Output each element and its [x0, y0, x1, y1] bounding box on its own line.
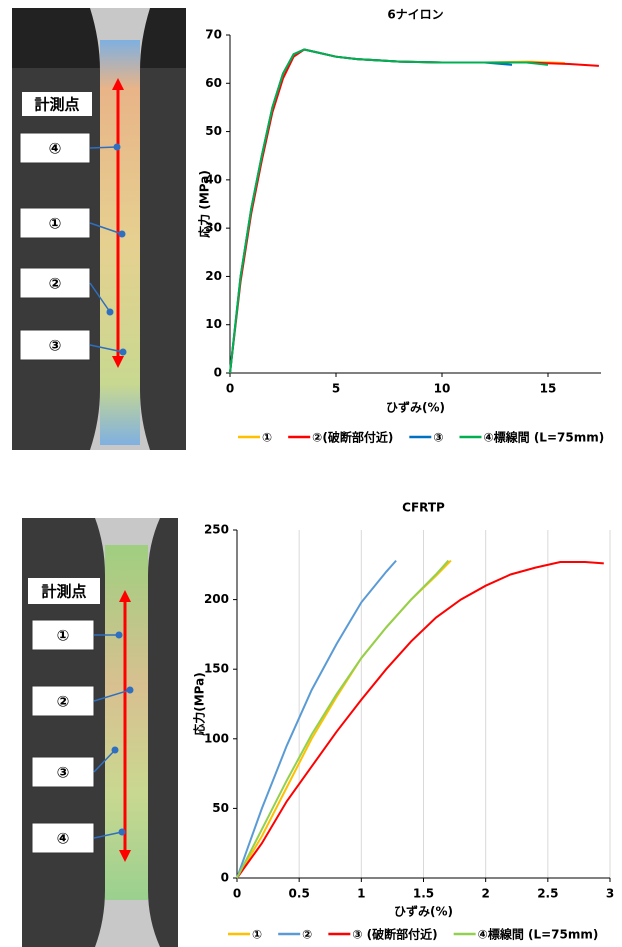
marker-label: ②: [57, 693, 70, 711]
x-tick-label: 1: [357, 887, 365, 901]
x-axis-label: ひずみ(%): [386, 400, 445, 415]
y-tick-label: 50: [212, 801, 229, 815]
y-axis-label: 応力(MPa): [192, 672, 207, 735]
page: 計測点④①②③計測点①②③④6ナイロン010203040506070051015…: [0, 0, 622, 947]
x-tick-label: 5: [332, 382, 340, 396]
x-axis-label: ひずみ(%): [394, 904, 453, 919]
legend-label: ②(破断部付近): [312, 430, 393, 445]
marker-label: ④: [57, 830, 70, 848]
legend-label: ③: [433, 431, 443, 445]
y-tick-label: 150: [204, 662, 229, 676]
y-tick-label: 0: [214, 366, 222, 380]
y-axis-label: 応力 (MPa): [197, 170, 212, 238]
marker-label: ③: [49, 337, 62, 355]
legend-label: ④標線間 (L=75mm): [478, 927, 599, 942]
measure-heading: 計測点: [34, 96, 79, 114]
legend-label: ②: [302, 928, 312, 942]
y-tick-label: 50: [205, 124, 222, 138]
marker-label: ①: [57, 627, 70, 645]
x-tick-label: 0: [226, 382, 234, 396]
chart-title: CFRTP: [402, 501, 445, 515]
legend-label: ①: [252, 928, 262, 942]
y-tick-label: 250: [204, 523, 229, 537]
series-line: [237, 562, 604, 878]
measure-heading: 計測点: [41, 583, 86, 601]
y-tick-label: 10: [205, 317, 222, 331]
x-tick-label: 1.5: [413, 887, 434, 901]
x-tick-label: 0.5: [289, 887, 310, 901]
y-tick-label: 100: [204, 731, 229, 745]
series-line: [230, 50, 512, 374]
legend-label: ③ (破断部付近): [352, 927, 437, 942]
marker-dot: [119, 231, 126, 238]
marker-leader: [90, 147, 117, 148]
y-tick-label: 0: [221, 871, 229, 885]
legend-label: ④標線間 (L=75mm): [483, 430, 604, 445]
x-tick-label: 3: [606, 887, 614, 901]
marker-dot: [107, 309, 114, 316]
legend-label: ①: [262, 431, 272, 445]
y-tick-label: 20: [205, 269, 222, 283]
x-tick-label: 2.5: [537, 887, 558, 901]
marker-label: ②: [49, 275, 62, 293]
marker-label: ③: [57, 764, 70, 782]
marker-label: ④: [49, 140, 62, 158]
x-tick-label: 15: [540, 382, 557, 396]
marker-dot: [114, 144, 121, 151]
series-line: [230, 50, 599, 374]
x-tick-label: 10: [434, 382, 451, 396]
marker-dot: [116, 632, 123, 639]
marker-dot: [119, 829, 126, 836]
y-tick-label: 70: [205, 28, 222, 42]
x-tick-label: 0: [233, 887, 241, 901]
marker-dot: [120, 349, 127, 356]
y-tick-label: 60: [205, 76, 222, 90]
marker-dot: [112, 747, 119, 754]
marker-label: ①: [49, 215, 62, 233]
series-line: [230, 50, 565, 374]
x-tick-label: 2: [481, 887, 489, 901]
y-tick-label: 200: [204, 592, 229, 606]
marker-dot: [127, 687, 134, 694]
chart-title: 6ナイロン: [387, 8, 443, 22]
